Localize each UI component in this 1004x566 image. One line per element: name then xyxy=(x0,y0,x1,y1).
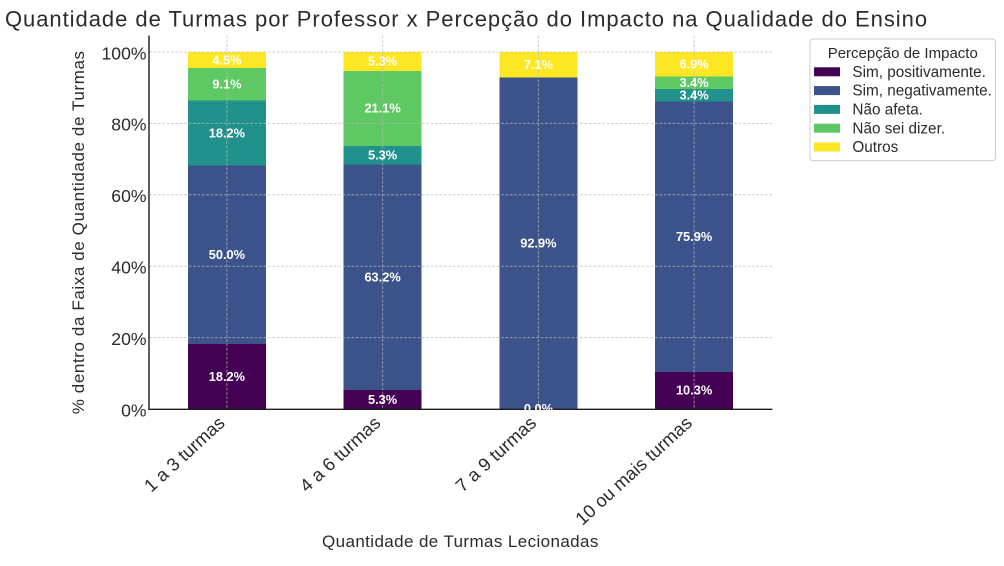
svg-text:Sim, negativamente.: Sim, negativamente. xyxy=(852,83,991,100)
svg-text:Sim, positivamente.: Sim, positivamente. xyxy=(852,64,985,81)
svg-text:75.9%: 75.9% xyxy=(676,229,713,244)
svg-text:21.1%: 21.1% xyxy=(364,101,401,116)
svg-text:50.0%: 50.0% xyxy=(209,247,246,262)
svg-text:10.3%: 10.3% xyxy=(676,383,713,398)
svg-text:20%: 20% xyxy=(111,329,147,349)
svg-text:Não afeta.: Não afeta. xyxy=(852,102,923,119)
svg-text:18.2%: 18.2% xyxy=(209,369,246,384)
svg-text:Não sei dizer.: Não sei dizer. xyxy=(852,120,945,137)
svg-text:5.3%: 5.3% xyxy=(368,392,398,407)
svg-text:Quantidade de Turmas Lecionada: Quantidade de Turmas Lecionadas xyxy=(322,532,599,551)
svg-text:0.0%: 0.0% xyxy=(524,401,554,416)
svg-text:7.1%: 7.1% xyxy=(524,57,554,72)
svg-text:4.5%: 4.5% xyxy=(212,52,242,67)
svg-text:6.9%: 6.9% xyxy=(680,57,710,72)
svg-text:80%: 80% xyxy=(111,115,147,135)
svg-text:Quantidade de Turmas por Profe: Quantidade de Turmas por Professor x Per… xyxy=(5,6,928,31)
svg-text:5.3%: 5.3% xyxy=(368,54,398,69)
svg-text:9.1%: 9.1% xyxy=(212,77,242,92)
svg-text:% dentro da Faixa de Quantidad: % dentro da Faixa de Quantidade de Turma… xyxy=(69,50,88,414)
svg-text:18.2%: 18.2% xyxy=(209,125,246,140)
svg-text:5.3%: 5.3% xyxy=(368,148,398,163)
svg-text:0%: 0% xyxy=(121,400,147,420)
svg-text:63.2%: 63.2% xyxy=(364,270,401,285)
svg-text:92.9%: 92.9% xyxy=(520,235,557,250)
svg-text:100%: 100% xyxy=(102,43,147,63)
svg-text:3.4%: 3.4% xyxy=(680,87,710,102)
svg-text:Percepção de Impacto: Percepção de Impacto xyxy=(828,45,978,62)
svg-text:60%: 60% xyxy=(111,186,147,206)
svg-text:3.4%: 3.4% xyxy=(680,75,710,90)
svg-text:Outros: Outros xyxy=(852,139,898,156)
svg-text:40%: 40% xyxy=(111,258,147,278)
